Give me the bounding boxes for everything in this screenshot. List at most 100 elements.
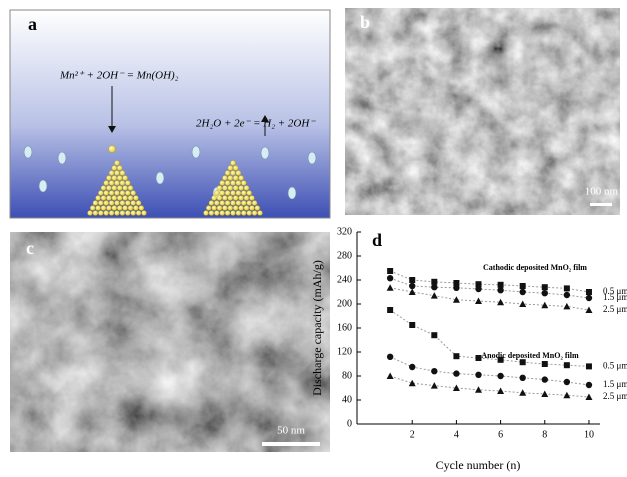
deposit-particle — [115, 191, 120, 196]
deposit-particle — [128, 196, 133, 201]
ion — [24, 146, 32, 158]
deposit-particle — [222, 206, 227, 211]
data-point — [475, 372, 481, 378]
ion — [192, 146, 200, 158]
x-tick-label: 4 — [454, 429, 459, 440]
deposit-particle — [115, 171, 120, 176]
data-point — [520, 283, 526, 289]
deposit-particle — [101, 206, 106, 211]
deposit-particle — [249, 196, 254, 201]
data-point — [409, 380, 416, 387]
deposit-particle — [117, 196, 122, 201]
deposit-particle — [131, 201, 136, 206]
y-tick-label: 40 — [342, 394, 352, 405]
figure: a Mn²⁺ + 2OH⁻ = Mn(OH)₂ 2H₂O + 2e⁻ = H₂ … — [0, 0, 627, 477]
deposit-particle — [225, 211, 230, 216]
annotation: Anodic deposited MnO₂ film — [481, 351, 579, 360]
deposit-particle — [209, 211, 214, 216]
data-point — [431, 368, 437, 374]
legend-label: 1.5 μm — [603, 292, 627, 302]
data-point — [387, 275, 393, 281]
y-tick-label: 280 — [337, 250, 352, 261]
deposit-particle — [115, 211, 120, 216]
deposit-particle — [115, 181, 120, 186]
deposit-particle — [112, 176, 117, 181]
deposit-particle — [123, 206, 128, 211]
deposit-particle — [120, 181, 125, 186]
deposit-particle — [120, 211, 125, 216]
data-point — [519, 375, 525, 381]
deposit-particle — [128, 206, 133, 211]
data-point — [431, 332, 437, 338]
deposit-particle — [252, 211, 257, 216]
deposit-particle — [231, 211, 236, 216]
deposit-particle — [123, 186, 128, 191]
data-point — [519, 289, 525, 295]
deposit-particle — [247, 191, 252, 196]
data-point — [564, 379, 570, 385]
deposit-particle — [98, 191, 103, 196]
data-point — [431, 382, 438, 389]
deposit-particle — [228, 196, 233, 201]
scale-bar-label: 100 nm — [585, 186, 619, 198]
deposit-particle — [231, 161, 236, 166]
deposit-particle — [236, 191, 241, 196]
data-point — [476, 355, 482, 361]
deposit-particle — [90, 206, 95, 211]
deposit-particle — [128, 186, 133, 191]
data-point — [497, 287, 503, 293]
deposit-particle — [222, 186, 227, 191]
deposit-particle — [117, 166, 122, 171]
data-point — [542, 284, 548, 290]
deposit-particle — [236, 201, 241, 206]
deposit-particle — [222, 176, 227, 181]
deposit-particle — [125, 181, 130, 186]
deposit-particle — [220, 191, 225, 196]
deposit-particle — [120, 191, 125, 196]
annotation: Cathodic deposited MnO₂ film — [483, 263, 587, 272]
y-tick-label: 160 — [337, 322, 352, 333]
data-point — [520, 359, 526, 365]
deposit-particle — [241, 181, 246, 186]
panel-c: c 50 nm — [10, 232, 330, 452]
deposit-particle — [123, 176, 128, 181]
deposit-particle — [236, 211, 241, 216]
data-point — [542, 361, 548, 367]
deposit-particle — [109, 181, 114, 186]
deposit-particle — [228, 186, 233, 191]
ion-particle — [109, 146, 116, 153]
deposit-particle — [106, 186, 111, 191]
deposit-particle — [244, 196, 249, 201]
deposit-particle — [247, 201, 252, 206]
deposit-particle — [106, 206, 111, 211]
deposit-particle — [115, 201, 120, 206]
deposit-particle — [104, 211, 109, 216]
data-point — [498, 282, 504, 288]
data-point — [586, 295, 592, 301]
data-point — [409, 283, 415, 289]
sem-image — [345, 8, 620, 215]
deposit-particle — [112, 196, 117, 201]
y-tick-label: 0 — [347, 418, 352, 429]
deposit-particle — [214, 191, 219, 196]
deposit-particle — [241, 201, 246, 206]
data-point — [563, 303, 570, 310]
deposit-particle — [225, 171, 230, 176]
x-tick-label: 2 — [410, 429, 415, 440]
data-point — [585, 394, 592, 401]
x-axis-label: Cycle number (n) — [436, 458, 521, 472]
deposit-particle — [247, 211, 252, 216]
legend-label: 2.5 μm — [603, 391, 627, 401]
deposit-particle — [101, 186, 106, 191]
legend-label: 0.5 μm — [603, 360, 627, 370]
deposit-particle — [231, 191, 236, 196]
data-point — [564, 362, 570, 368]
deposit-particle — [239, 186, 244, 191]
x-tick-label: 6 — [498, 429, 503, 440]
legend-label: 2.5 μm — [603, 304, 627, 314]
data-point — [586, 382, 592, 388]
deposit-particle — [233, 186, 238, 191]
deposit-particle — [231, 171, 236, 176]
deposit-particle — [123, 196, 128, 201]
deposit-particle — [112, 186, 117, 191]
